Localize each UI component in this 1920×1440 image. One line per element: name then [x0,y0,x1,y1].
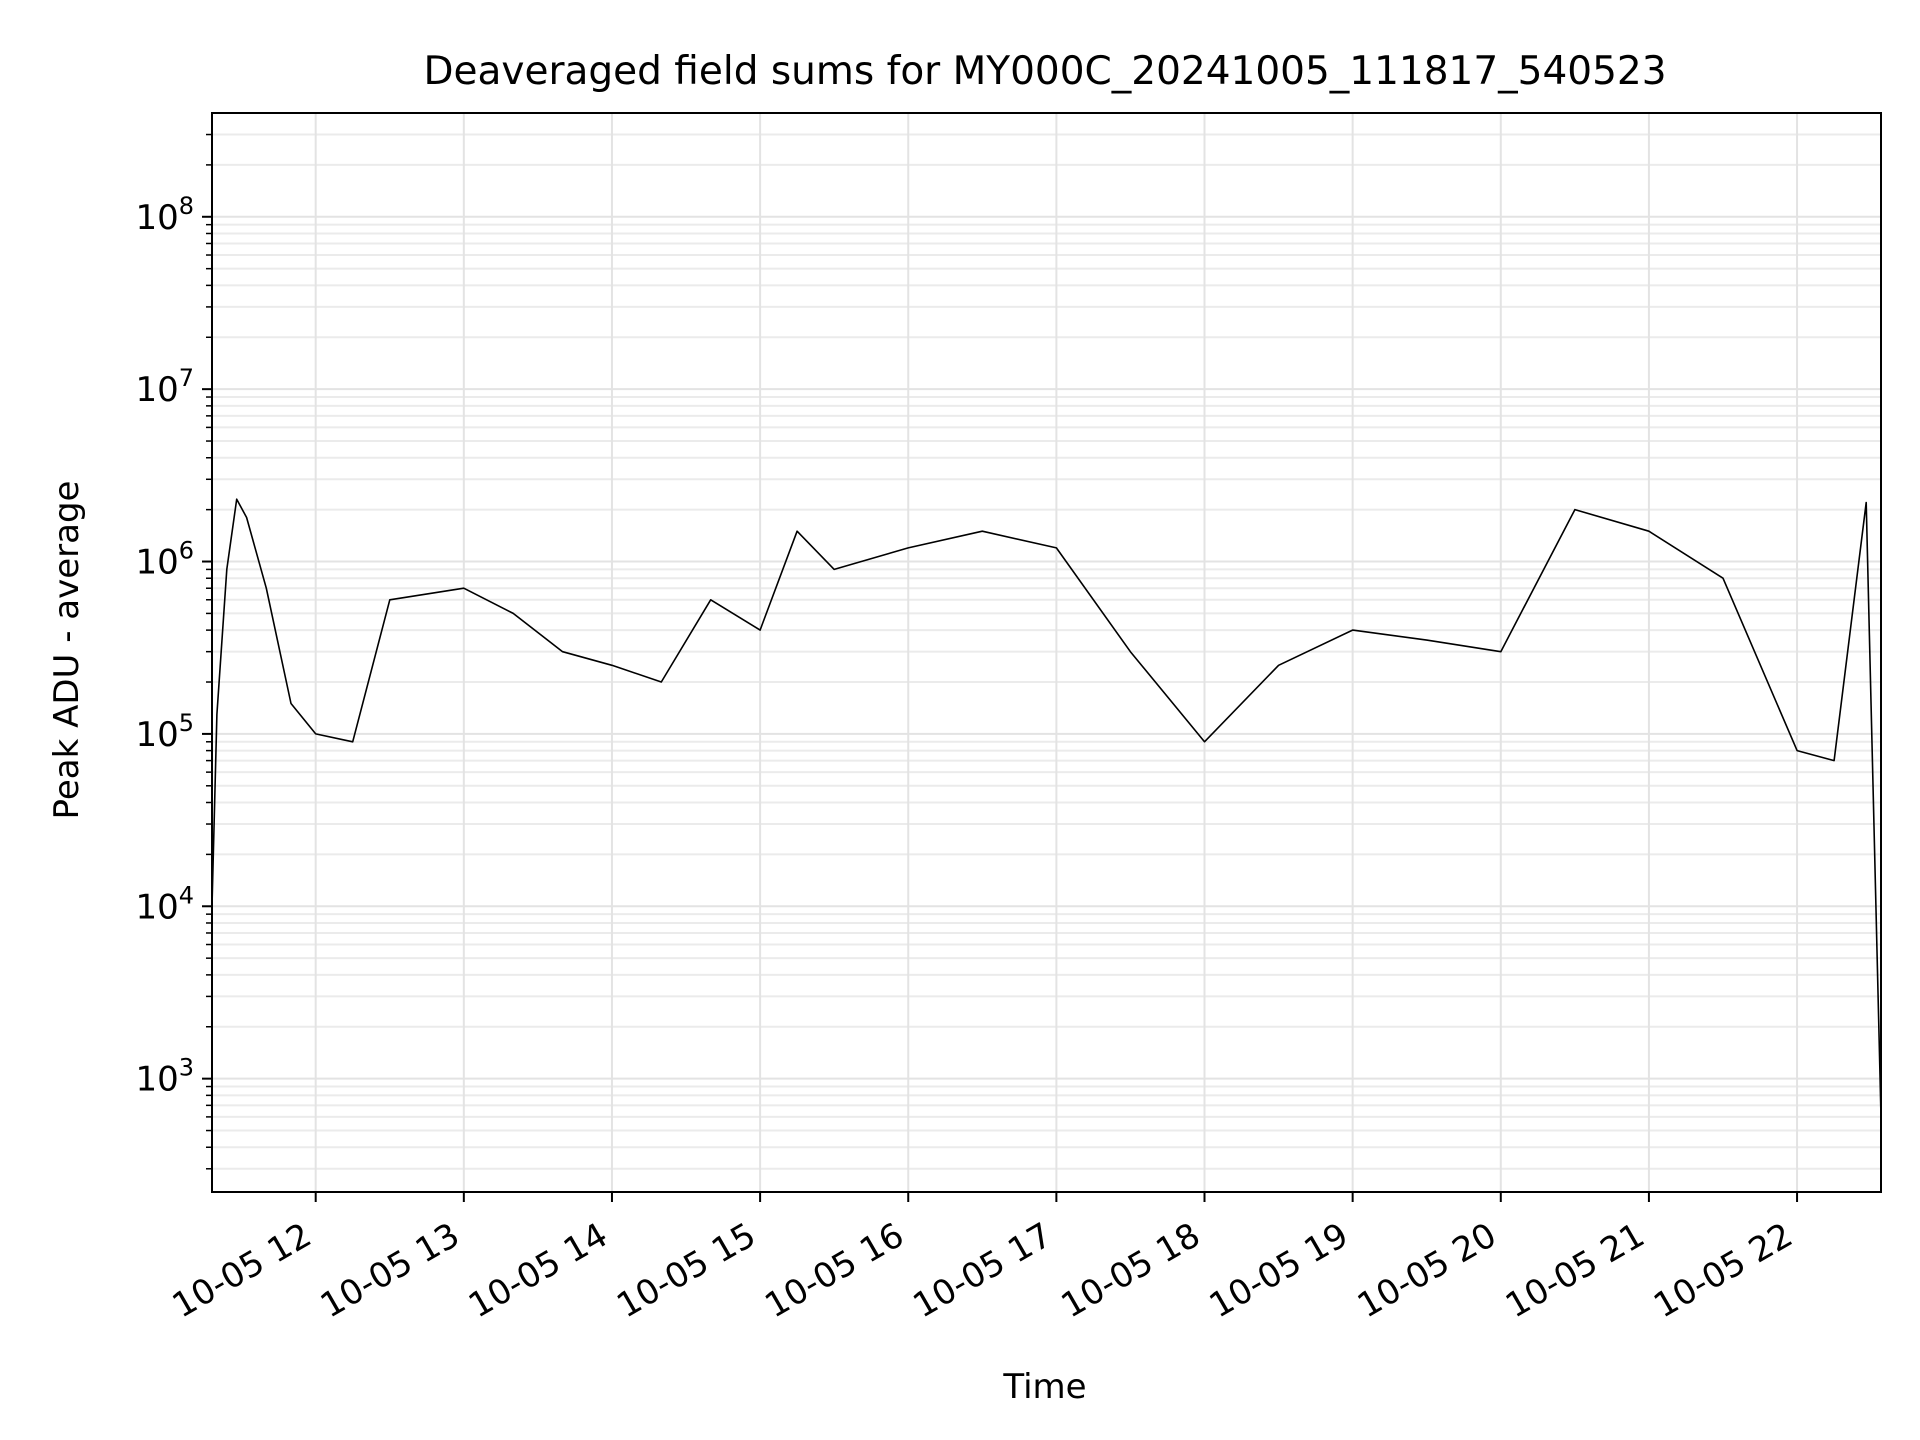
x-axis-label: Time [1002,1367,1086,1407]
y-tick-label: 107 [135,364,194,410]
chart-title: Deaveraged field sums for MY000C_2024100… [423,49,1666,94]
grid [212,113,1881,1192]
y-tick-label: 105 [135,709,194,755]
plot-frame [211,112,1882,1193]
series-line-group [211,498,1882,1117]
y-tick-label: 103 [135,1054,194,1100]
y-tick-label: 104 [135,881,194,927]
series-line [211,498,1882,1117]
y-tick-label: 108 [135,192,194,238]
y-axis-label: Peak ADU - average [47,481,87,820]
y-tick-label: 106 [135,537,194,583]
